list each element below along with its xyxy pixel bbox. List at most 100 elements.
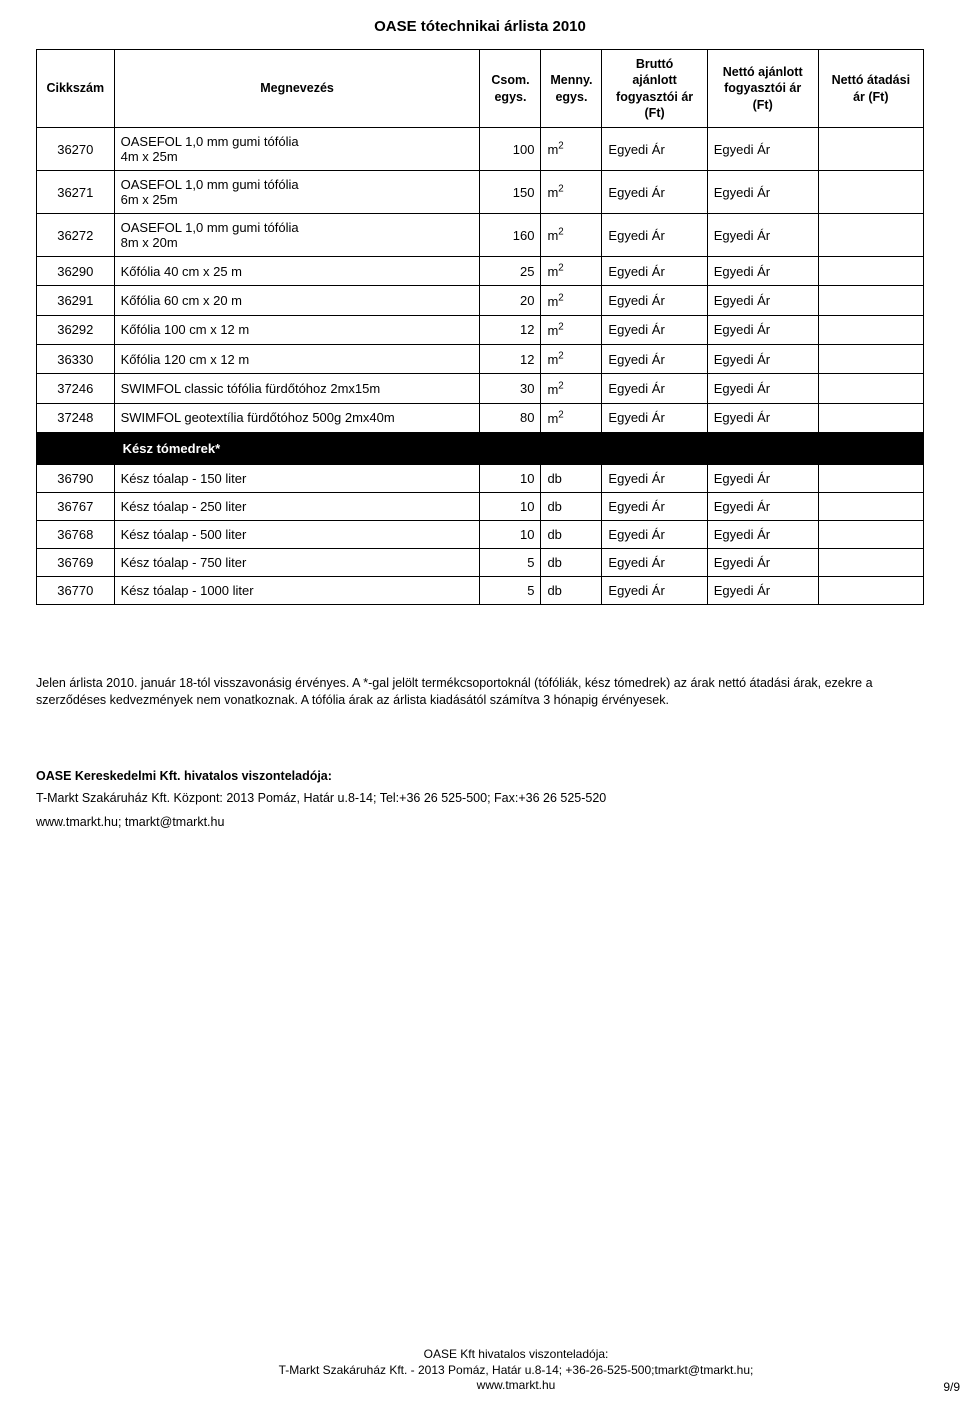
cell-menny: m2 — [541, 403, 602, 432]
reseller-heading: OASE Kereskedelmi Kft. hivatalos viszont… — [36, 769, 924, 783]
cell-csom: 25 — [480, 257, 541, 286]
cell-sku: 36330 — [37, 344, 115, 373]
cell-name: Kőfólia 40 cm x 25 m — [114, 257, 480, 286]
table-row: 36291Kőfólia 60 cm x 20 m20m2Egyedi ÁrEg… — [37, 286, 924, 315]
col-brutto: Bruttóajánlottfogyasztói ár(Ft) — [602, 50, 707, 128]
cell-netto-aj: Egyedi Ár — [707, 344, 818, 373]
cell-menny: m2 — [541, 171, 602, 214]
table-row: 36768Kész tóalap - 500 liter10dbEgyedi Á… — [37, 520, 924, 548]
cell-sku: 36290 — [37, 257, 115, 286]
table-row: 36270OASEFOL 1,0 mm gumi tófólia4m x 25m… — [37, 128, 924, 171]
cell-netto-at — [818, 374, 923, 403]
cell-menny: db — [541, 464, 602, 492]
page-footer: OASE Kft hivatalos viszonteladója: T-Mar… — [36, 1347, 960, 1394]
cell-brutto: Egyedi Ár — [602, 315, 707, 344]
cell-sku: 37246 — [37, 374, 115, 403]
cell-netto-aj: Egyedi Ár — [707, 171, 818, 214]
table-row: 36292Kőfólia 100 cm x 12 m12m2Egyedi ÁrE… — [37, 315, 924, 344]
cell-netto-aj: Egyedi Ár — [707, 128, 818, 171]
cell-menny: m2 — [541, 286, 602, 315]
cell-sku: 36769 — [37, 548, 115, 576]
section-row: Kész tómedrek* — [37, 432, 924, 464]
table-row: 36767Kész tóalap - 250 liter10dbEgyedi Á… — [37, 492, 924, 520]
cell-netto-aj: Egyedi Ár — [707, 315, 818, 344]
cell-brutto: Egyedi Ár — [602, 128, 707, 171]
cell-name: Kész tóalap - 250 liter — [114, 492, 480, 520]
cell-sku: 36272 — [37, 214, 115, 257]
cell-netto-aj: Egyedi Ár — [707, 374, 818, 403]
cell-sku: 36767 — [37, 492, 115, 520]
cell-netto-aj: Egyedi Ár — [707, 492, 818, 520]
cell-csom: 12 — [480, 315, 541, 344]
cell-name: SWIMFOL geotextília fürdőtóhoz 500g 2mx4… — [114, 403, 480, 432]
cell-sku: 36790 — [37, 464, 115, 492]
cell-brutto: Egyedi Ár — [602, 492, 707, 520]
cell-netto-aj: Egyedi Ár — [707, 214, 818, 257]
cell-netto-at — [818, 464, 923, 492]
cell-menny: m2 — [541, 214, 602, 257]
col-menny: Menny.egys. — [541, 50, 602, 128]
cell-sku: 36768 — [37, 520, 115, 548]
table-header-row: Cikkszám Megnevezés Csom.egys. Menny.egy… — [37, 50, 924, 128]
cell-brutto: Egyedi Ár — [602, 286, 707, 315]
cell-csom: 160 — [480, 214, 541, 257]
footer-line3: www.tmarkt.hu — [36, 1378, 960, 1394]
table-row: 36330Kőfólia 120 cm x 12 m12m2Egyedi ÁrE… — [37, 344, 924, 373]
reseller-contact: T-Markt Szakáruház Kft. Központ: 2013 Po… — [36, 791, 924, 805]
cell-brutto: Egyedi Ár — [602, 344, 707, 373]
footer-line2: T-Markt Szakáruház Kft. - 2013 Pomáz, Ha… — [36, 1363, 960, 1379]
reseller-web: www.tmarkt.hu; tmarkt@tmarkt.hu — [36, 815, 924, 829]
table-row: 36770Kész tóalap - 1000 liter5dbEgyedi Á… — [37, 576, 924, 604]
cell-netto-aj: Egyedi Ár — [707, 286, 818, 315]
page-title: OASE tótechnikai árlista 2010 — [36, 18, 924, 35]
cell-brutto: Egyedi Ár — [602, 520, 707, 548]
cell-csom: 10 — [480, 464, 541, 492]
cell-name: Kész tóalap - 150 liter — [114, 464, 480, 492]
cell-name: SWIMFOL classic tófólia fürdőtóhoz 2mx15… — [114, 374, 480, 403]
cell-netto-at — [818, 548, 923, 576]
cell-sku: 36271 — [37, 171, 115, 214]
cell-name: Kőfólia 120 cm x 12 m — [114, 344, 480, 373]
price-table: Cikkszám Megnevezés Csom.egys. Menny.egy… — [36, 49, 924, 605]
cell-sku: 36270 — [37, 128, 115, 171]
cell-menny: m2 — [541, 257, 602, 286]
cell-sku: 36292 — [37, 315, 115, 344]
cell-netto-aj: Egyedi Ár — [707, 403, 818, 432]
cell-name: OASEFOL 1,0 mm gumi tófólia4m x 25m — [114, 128, 480, 171]
cell-netto-at — [818, 344, 923, 373]
col-netto-aj: Nettó ajánlottfogyasztói ár(Ft) — [707, 50, 818, 128]
col-csom: Csom.egys. — [480, 50, 541, 128]
cell-brutto: Egyedi Ár — [602, 374, 707, 403]
cell-name: OASEFOL 1,0 mm gumi tófólia6m x 25m — [114, 171, 480, 214]
cell-brutto: Egyedi Ár — [602, 403, 707, 432]
cell-netto-aj: Egyedi Ár — [707, 520, 818, 548]
cell-menny: m2 — [541, 128, 602, 171]
cell-name: Kész tóalap - 500 liter — [114, 520, 480, 548]
cell-brutto: Egyedi Ár — [602, 464, 707, 492]
cell-csom: 5 — [480, 548, 541, 576]
cell-name: Kész tóalap - 1000 liter — [114, 576, 480, 604]
cell-csom: 20 — [480, 286, 541, 315]
footer-line1: OASE Kft hivatalos viszonteladója: — [36, 1347, 960, 1363]
cell-menny: db — [541, 548, 602, 576]
cell-csom: 30 — [480, 374, 541, 403]
cell-name: Kőfólia 60 cm x 20 m — [114, 286, 480, 315]
col-sku: Cikkszám — [37, 50, 115, 128]
section-label: Kész tómedrek* — [114, 432, 923, 464]
cell-brutto: Egyedi Ár — [602, 257, 707, 286]
table-row: 36769Kész tóalap - 750 liter5dbEgyedi Ár… — [37, 548, 924, 576]
table-row: 36271OASEFOL 1,0 mm gumi tófólia6m x 25m… — [37, 171, 924, 214]
cell-netto-at — [818, 171, 923, 214]
cell-menny: m2 — [541, 315, 602, 344]
cell-netto-at — [818, 315, 923, 344]
cell-netto-at — [818, 403, 923, 432]
cell-name: Kész tóalap - 750 liter — [114, 548, 480, 576]
cell-csom: 10 — [480, 520, 541, 548]
table-row: 36790Kész tóalap - 150 liter10dbEgyedi Á… — [37, 464, 924, 492]
table-row: 36272OASEFOL 1,0 mm gumi tófólia8m x 20m… — [37, 214, 924, 257]
cell-sku: 36770 — [37, 576, 115, 604]
cell-netto-at — [818, 286, 923, 315]
cell-menny: db — [541, 492, 602, 520]
cell-csom: 80 — [480, 403, 541, 432]
section-leadcell — [37, 432, 115, 464]
